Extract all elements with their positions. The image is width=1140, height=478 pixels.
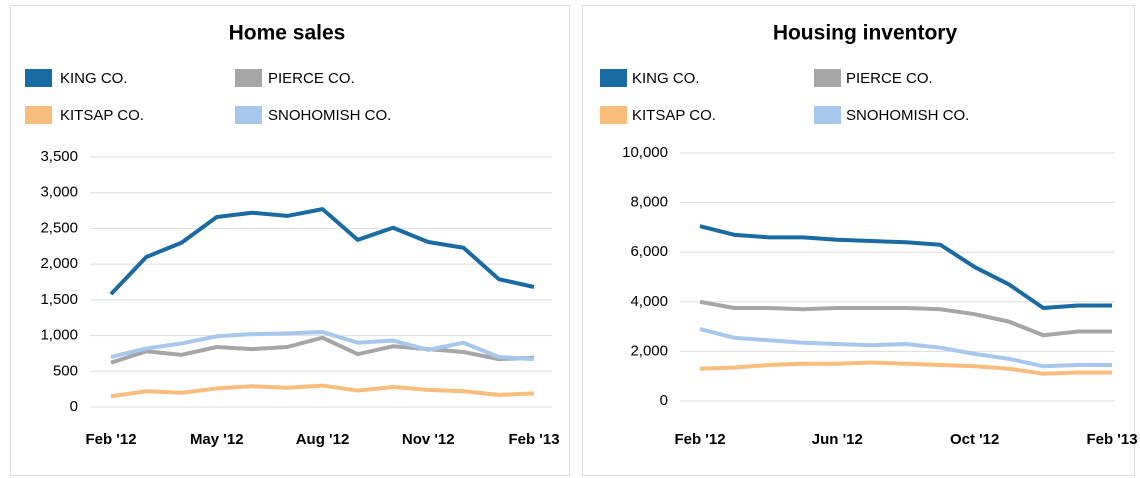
series-line (110, 383, 535, 399)
legend-swatch (600, 106, 627, 124)
legend-label: KING CO. (60, 70, 128, 87)
series-line (110, 330, 535, 362)
y-tick-label: 3,000 (40, 184, 78, 201)
y-tick-label: 2,000 (40, 255, 78, 272)
x-tick-label: Aug '12 (296, 431, 350, 448)
chart-title: Housing inventory (773, 22, 958, 45)
x-tick-label: Jun '12 (812, 431, 863, 448)
legend-label: KITSAP CO. (60, 107, 144, 124)
legend-swatch (600, 69, 627, 87)
x-tick-label: Oct '12 (950, 431, 999, 448)
legend-label: SNOHOMISH CO. (268, 107, 391, 124)
panel (10, 5, 570, 476)
legend-swatch (25, 69, 52, 87)
series-line (699, 224, 1112, 310)
x-tick-label: May '12 (190, 431, 244, 448)
series-line (110, 335, 535, 365)
legend-swatch (25, 106, 52, 124)
legend-swatch (814, 69, 841, 87)
legend-label: KING CO. (632, 70, 700, 87)
series-line (109, 207, 535, 296)
legend-swatch (235, 69, 262, 87)
legend-label: PIERCE CO. (846, 70, 933, 87)
y-tick-label: 6,000 (630, 243, 668, 260)
x-tick-label: Feb '12 (85, 431, 136, 448)
x-tick-label: Nov '12 (402, 431, 455, 448)
series-line (699, 360, 1112, 376)
legend-label: SNOHOMISH CO. (846, 107, 969, 124)
panel (582, 5, 1135, 476)
series-line (699, 327, 1112, 369)
y-tick-label: 2,000 (630, 342, 668, 359)
series-line (699, 299, 1112, 338)
legend-swatch (814, 106, 841, 124)
y-tick-label: 4,000 (630, 293, 668, 310)
legend-label: PIERCE CO. (268, 70, 355, 87)
y-tick-label: 8,000 (630, 194, 668, 211)
y-tick-label: 1,000 (40, 327, 78, 344)
x-tick-label: Feb '13 (508, 431, 559, 448)
y-tick-label: 1,500 (40, 291, 78, 308)
y-tick-label: 0 (70, 398, 78, 415)
chart-title: Home sales (229, 22, 346, 45)
y-tick-label: 500 (53, 362, 78, 379)
legend-label: KITSAP CO. (632, 107, 716, 124)
y-tick-label: 3,500 (40, 148, 78, 165)
legend-swatch (235, 106, 262, 124)
y-tick-label: 0 (660, 392, 668, 409)
y-tick-label: 2,500 (40, 219, 78, 236)
y-tick-label: 10,000 (622, 144, 668, 161)
x-tick-label: Feb '13 (1086, 431, 1137, 448)
x-tick-label: Feb '12 (674, 431, 725, 448)
